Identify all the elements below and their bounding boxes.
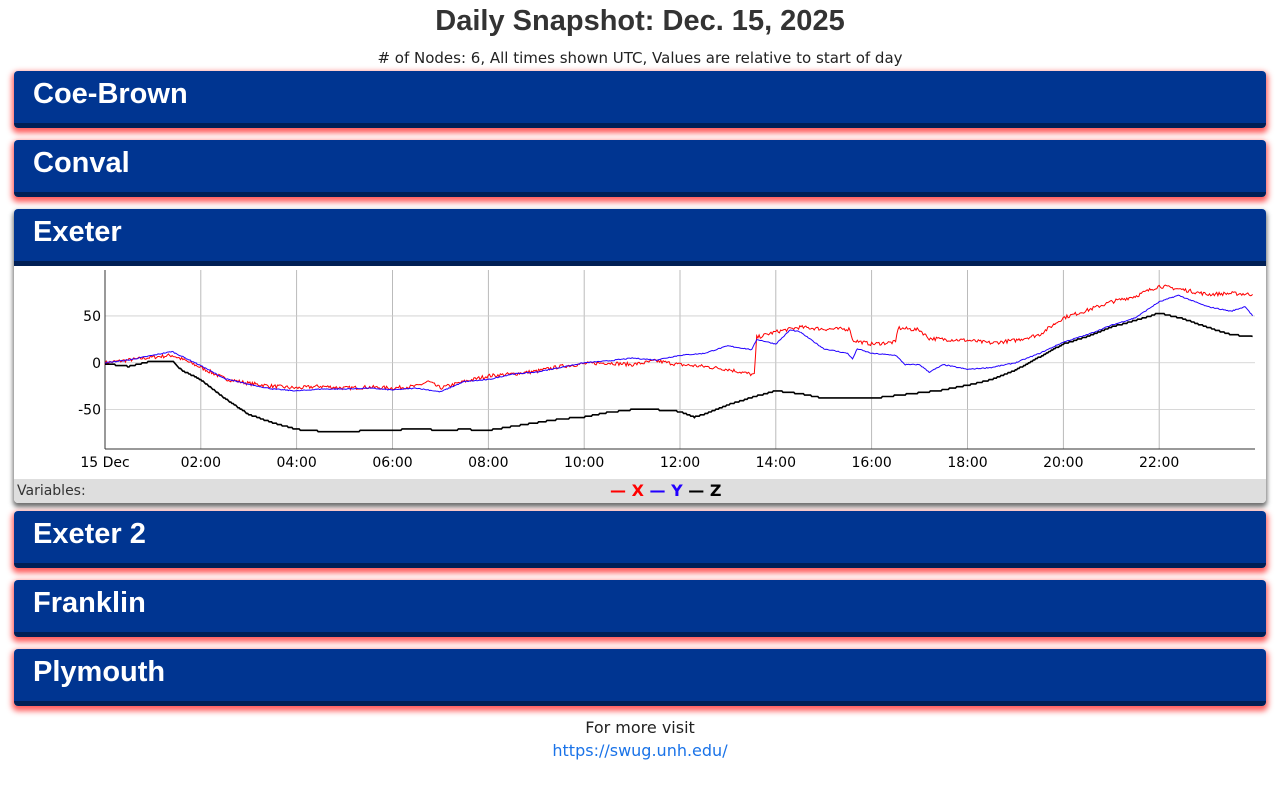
x-tick-label: 20:00 <box>1043 455 1083 471</box>
x-tick-label: 18:00 <box>947 455 987 471</box>
x-tick-label: 08:00 <box>468 455 508 471</box>
panel-header-exeter-2[interactable]: Exeter 2 <box>14 511 1266 568</box>
x-tick-label: 06:00 <box>372 455 412 471</box>
panel-header-conval[interactable]: Conval <box>14 140 1266 197</box>
y-tick-label: -50 <box>78 403 101 419</box>
panel-plymouth: Plymouth <box>14 649 1266 706</box>
series-line-y <box>104 294 1254 393</box>
panel-header-plymouth[interactable]: Plymouth <box>14 649 1266 706</box>
legend-z[interactable]: — Z <box>688 481 722 500</box>
variables-label: Variables: <box>17 483 86 499</box>
x-tick-label: 04:00 <box>276 455 316 471</box>
legend-z-label: Z <box>709 481 722 500</box>
variables-bar: Variables: — X — Y — Z <box>14 479 1266 503</box>
panel-conval: Conval <box>14 140 1266 197</box>
page-title: Daily Snapshot: Dec. 15, 2025 <box>435 5 845 37</box>
panel-exeter: Exeter 15 Dec 02:00 04:00 06:00 08:00 10:00 12… <box>14 209 1266 503</box>
x-tick-label: 22:00 <box>1139 455 1179 471</box>
footer-link[interactable]: https://swug.unh.edu/ <box>552 741 728 760</box>
x-tick-label: 10:00 <box>564 455 604 471</box>
legend: — X — Y — Z <box>610 479 721 503</box>
panel-franklin: Franklin <box>14 580 1266 637</box>
x-tick-label: 02:00 <box>181 455 221 471</box>
panel-header-franklin[interactable]: Franklin <box>14 580 1266 637</box>
legend-y-label: Y <box>671 481 683 500</box>
y-tick-label: 50 <box>83 309 101 325</box>
series-line-x <box>104 284 1253 391</box>
panel-header-exeter[interactable]: Exeter <box>14 209 1266 266</box>
x-tick-label: 15 Dec <box>80 455 129 471</box>
x-tick-label: 12:00 <box>660 455 700 471</box>
panel-coe-brown: Coe-Brown <box>14 71 1266 128</box>
legend-y[interactable]: — Y <box>649 481 683 500</box>
x-tick-label: 16:00 <box>851 455 891 471</box>
footer-text: For more visit <box>585 718 695 737</box>
exeter-chart: 15 Dec 02:00 04:00 06:00 08:00 10:00 12:00 14:0… <box>78 270 1255 471</box>
footer: For more visit https://swug.unh.edu/ <box>0 718 1280 760</box>
page-subtitle: # of Nodes: 6, All times shown UTC, Valu… <box>377 49 903 67</box>
panel-exeter-2: Exeter 2 <box>14 511 1266 568</box>
series-line-z <box>105 312 1253 433</box>
panel-header-coe-brown[interactable]: Coe-Brown <box>14 71 1266 128</box>
x-tick-label: 14:00 <box>756 455 796 471</box>
legend-x[interactable]: — X <box>610 481 644 500</box>
legend-x-label: X <box>631 481 644 500</box>
y-tick-label: 0 <box>92 356 101 372</box>
